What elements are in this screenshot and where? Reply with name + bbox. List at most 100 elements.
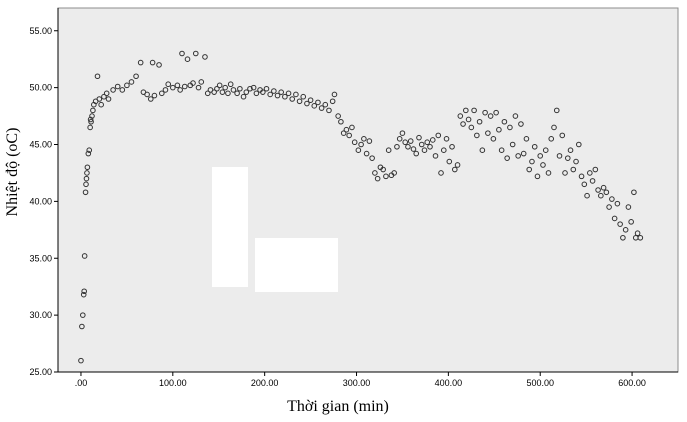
data-point bbox=[432, 153, 439, 159]
data-point bbox=[81, 288, 87, 295]
data-point bbox=[463, 107, 469, 114]
data-point bbox=[349, 124, 355, 131]
data-point bbox=[103, 90, 110, 97]
data-point bbox=[446, 158, 453, 165]
data-point bbox=[595, 187, 601, 193]
data-point bbox=[465, 116, 472, 123]
data-point bbox=[216, 82, 223, 89]
data-point bbox=[600, 184, 607, 191]
data-point bbox=[202, 54, 208, 60]
data-point bbox=[83, 181, 89, 188]
data-point bbox=[424, 139, 431, 146]
data-point bbox=[79, 323, 85, 330]
redaction-box bbox=[255, 238, 338, 292]
data-point bbox=[271, 88, 277, 94]
data-point bbox=[211, 89, 217, 95]
data-point bbox=[542, 147, 549, 153]
data-point bbox=[124, 82, 130, 89]
data-point bbox=[274, 92, 281, 99]
data-point bbox=[219, 89, 226, 95]
data-point bbox=[198, 79, 205, 85]
data-point bbox=[96, 96, 103, 102]
data-point bbox=[90, 107, 96, 114]
data-point bbox=[98, 101, 104, 108]
data-point bbox=[358, 141, 364, 148]
data-point bbox=[184, 56, 191, 62]
data-point bbox=[559, 132, 566, 139]
data-point bbox=[576, 141, 582, 148]
data-point bbox=[418, 141, 425, 148]
x-tick-label: .00 bbox=[75, 378, 88, 388]
data-point bbox=[179, 50, 185, 57]
data-point bbox=[584, 192, 590, 199]
data-point bbox=[562, 170, 568, 176]
data-point bbox=[282, 93, 288, 100]
data-point bbox=[611, 215, 618, 222]
data-point bbox=[133, 73, 139, 80]
data-point bbox=[589, 178, 596, 184]
data-point bbox=[471, 107, 477, 114]
data-point bbox=[78, 357, 84, 364]
data-point bbox=[346, 132, 352, 139]
data-point bbox=[372, 170, 378, 176]
x-tick-label: 400.00 bbox=[435, 378, 463, 388]
data-point bbox=[625, 204, 632, 210]
data-point bbox=[476, 118, 483, 125]
data-point bbox=[402, 139, 409, 146]
data-point bbox=[394, 143, 400, 150]
data-point bbox=[487, 113, 494, 119]
data-point bbox=[573, 158, 579, 165]
data-point bbox=[158, 90, 165, 97]
y-tick-label: 35.00 bbox=[29, 253, 52, 263]
y-tick-label: 25.00 bbox=[29, 367, 52, 377]
data-point bbox=[548, 136, 555, 142]
data-point bbox=[452, 166, 458, 173]
y-axis-ticks: 25.00 30.00 35.00 40.00 45.00 50.00 55.00 bbox=[29, 26, 58, 377]
x-tick-label: 100.00 bbox=[159, 378, 187, 388]
data-point bbox=[520, 150, 527, 157]
data-point bbox=[498, 147, 505, 153]
data-point bbox=[407, 138, 414, 144]
data-point bbox=[361, 136, 367, 142]
data-point bbox=[515, 153, 521, 159]
data-point bbox=[83, 175, 90, 182]
data-point bbox=[89, 113, 95, 119]
data-point bbox=[329, 98, 336, 105]
data-point bbox=[80, 312, 86, 318]
data-point bbox=[315, 99, 321, 106]
data-point bbox=[80, 291, 87, 298]
data-point bbox=[421, 147, 428, 153]
data-point bbox=[540, 162, 546, 168]
data-point bbox=[609, 196, 615, 202]
data-point bbox=[177, 87, 183, 93]
data-point bbox=[454, 162, 461, 168]
data-point bbox=[564, 155, 571, 161]
data-point bbox=[87, 116, 94, 123]
data-point bbox=[234, 90, 240, 97]
data-point bbox=[369, 155, 375, 161]
data-point bbox=[94, 73, 101, 80]
data-point bbox=[144, 91, 150, 98]
data-point bbox=[87, 124, 93, 131]
data-point bbox=[114, 83, 121, 90]
data-point bbox=[366, 138, 373, 144]
data-point bbox=[391, 170, 397, 176]
data-point bbox=[534, 173, 541, 180]
y-tick-label: 40.00 bbox=[29, 196, 52, 206]
data-point bbox=[531, 143, 538, 150]
data-point bbox=[518, 121, 524, 127]
y-tick-label: 50.00 bbox=[29, 83, 52, 93]
data-point bbox=[634, 230, 641, 237]
data-points bbox=[78, 50, 644, 364]
data-point bbox=[300, 93, 307, 100]
data-point bbox=[587, 170, 593, 176]
data-point bbox=[523, 136, 530, 142]
data-point bbox=[440, 147, 447, 153]
data-point bbox=[380, 166, 386, 173]
data-point bbox=[105, 96, 112, 102]
y-axis-title: Nhiệt độ (oC) bbox=[4, 128, 21, 217]
data-point bbox=[311, 103, 318, 109]
data-point bbox=[374, 175, 381, 182]
data-point bbox=[237, 85, 243, 92]
data-point bbox=[84, 170, 90, 176]
